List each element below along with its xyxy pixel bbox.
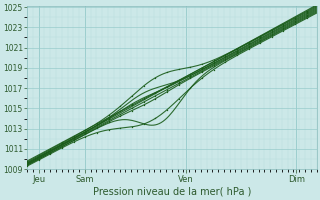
X-axis label: Pression niveau de la mer( hPa ): Pression niveau de la mer( hPa ) (92, 187, 251, 197)
